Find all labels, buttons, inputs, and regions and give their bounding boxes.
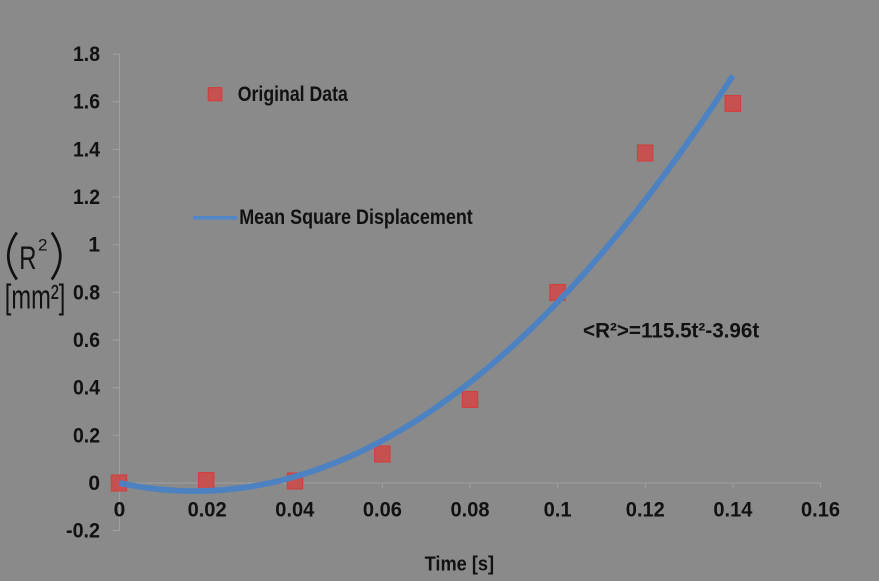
svg-text:2: 2 [38,236,47,255]
svg-text:0: 0 [88,472,100,495]
svg-text:0.02: 0.02 [188,499,227,522]
svg-text:0.16: 0.16 [801,499,840,522]
svg-text:1.8: 1.8 [73,43,100,66]
svg-text:0.06: 0.06 [363,499,402,522]
svg-text:Mean Square Displacement: Mean Square Displacement [239,205,473,229]
svg-text:0.1: 0.1 [544,499,572,522]
svg-text:-0.2: -0.2 [66,520,100,543]
svg-text:Original Data: Original Data [238,82,349,106]
svg-text:1.2: 1.2 [73,186,100,209]
svg-text:0.6: 0.6 [73,329,100,352]
svg-text:[mm²]: [mm²] [5,279,66,317]
svg-text:R: R [19,240,36,276]
svg-text:0.14: 0.14 [713,499,752,522]
svg-text:0.04: 0.04 [275,499,314,522]
svg-text:0.8: 0.8 [73,281,100,304]
svg-text:0.2: 0.2 [73,424,100,447]
svg-text:1: 1 [88,234,100,257]
svg-text:1.6: 1.6 [73,91,100,114]
svg-text:0.12: 0.12 [626,499,665,522]
svg-text:1.4: 1.4 [73,138,100,161]
svg-text:Time [s]: Time [s] [425,554,495,576]
svg-text:0.4: 0.4 [73,377,100,400]
svg-text:<R²>=115.5t²-3.96t: <R²>=115.5t²-3.96t [583,319,759,343]
svg-text:0: 0 [114,499,126,522]
svg-text:0.08: 0.08 [451,499,490,522]
